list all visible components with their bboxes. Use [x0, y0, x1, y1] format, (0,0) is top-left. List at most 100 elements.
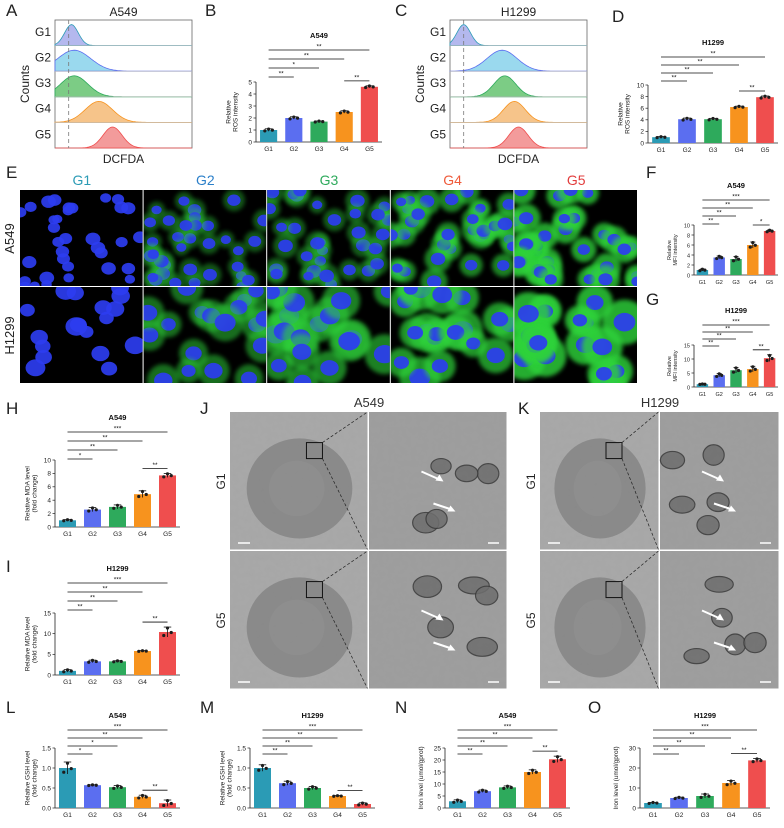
x-tick-label: G3: [709, 147, 718, 154]
y-tick-label: 0: [687, 273, 690, 279]
tem-zoom-guide: [621, 597, 659, 689]
significance-label: **: [285, 740, 291, 747]
cell-nucleus: [466, 214, 479, 225]
arrow-head: [728, 505, 736, 512]
data-point: [753, 367, 757, 371]
cell-nucleus: [517, 304, 539, 323]
cell-nucleus: [111, 194, 125, 205]
data-point: [731, 259, 736, 263]
cell-nucleus: [293, 190, 307, 197]
x-tick-label: G3: [308, 812, 317, 819]
cell-nucleus: [278, 239, 293, 253]
x-tick-label: G1: [63, 531, 72, 538]
bar-G3: [304, 788, 321, 808]
data-point: [733, 781, 737, 785]
histogram-row-label: G2: [430, 50, 446, 64]
bar-G1: [644, 803, 662, 808]
y-tick-label: 4: [687, 253, 690, 259]
histogram-xlabel: DCFDA: [103, 152, 144, 166]
bar-G1: [652, 137, 670, 143]
cell-nucleus: [143, 327, 159, 343]
cell-nucleus: [248, 287, 264, 298]
x-tick-label: G4: [138, 812, 147, 819]
y-tick-label: 3: [248, 103, 252, 110]
cell-nucleus: [35, 350, 52, 365]
bar-chart-B: A549 0 1 2 3 4 5 RelativeROS intensity G1 G2 G3 G4 G…: [225, 31, 382, 153]
cell-nucleus: [411, 208, 425, 220]
arrow-shaft: [421, 609, 440, 620]
bar-G1: [260, 130, 278, 142]
cell-nucleus: [519, 212, 534, 225]
x-tick-label: G5: [163, 531, 172, 538]
y-tick-label: 0.5: [42, 785, 51, 792]
arrow-shaft: [701, 470, 721, 481]
confocal-column-label: G2: [196, 172, 215, 188]
y-tick-label: 2: [687, 263, 690, 269]
cell-nucleus: [519, 238, 534, 251]
significance-label: **: [725, 326, 731, 333]
cell-nucleus: [349, 208, 362, 219]
data-point: [62, 670, 66, 674]
data-point: [731, 370, 736, 374]
data-point: [289, 781, 293, 786]
x-tick-label: G2: [283, 812, 292, 819]
significance-label: *: [79, 453, 82, 460]
x-tick-label: G4: [333, 812, 342, 819]
cell-nucleus: [231, 261, 244, 272]
cell-nucleus: [248, 235, 262, 247]
bar-G5: [354, 804, 371, 808]
bar-G5: [159, 475, 176, 527]
data-point: [140, 793, 145, 798]
significance-label: **: [152, 784, 158, 791]
cell-nucleus: [144, 217, 156, 228]
panel-letter: K: [518, 399, 530, 418]
significance-label: **: [689, 732, 695, 739]
chart-title: H1299: [694, 711, 716, 720]
cell-nucleus: [613, 312, 636, 332]
cell-nucleus: [55, 245, 70, 258]
x-tick-label: G2: [88, 531, 97, 538]
significance-label: **: [152, 462, 158, 469]
y-tick-label: 0: [632, 805, 636, 812]
bar-G2: [670, 798, 688, 808]
data-point: [115, 503, 120, 507]
confocal-tile: [390, 287, 514, 383]
cell-nucleus: [631, 276, 638, 286]
bar-chart-F: A549 0 2 4 6 8 10 RelativeMFI intensity G1 G2 G3 G4…: [667, 181, 778, 286]
cell-nucleus: [257, 214, 267, 227]
mitochondrion: [474, 585, 499, 606]
cell-nucleus: [151, 205, 162, 215]
data-point: [119, 659, 123, 664]
histogram-row-label: G5: [430, 127, 446, 141]
data-point: [751, 365, 755, 369]
x-tick-label: G5: [365, 146, 374, 153]
bar-G1: [59, 520, 76, 527]
panel-letter: N: [395, 698, 407, 717]
cell-nucleus: [22, 256, 37, 269]
significance-label: **: [492, 732, 498, 739]
x-tick-label: G1: [657, 147, 666, 154]
x-tick-label: G2: [88, 812, 97, 819]
data-point: [137, 649, 141, 653]
data-point: [263, 129, 267, 133]
data-point: [703, 382, 707, 386]
x-tick-label: G1: [258, 812, 267, 819]
histogram-peak: [54, 24, 192, 46]
cell-nucleus: [403, 287, 418, 295]
arrow-head: [447, 505, 456, 512]
x-tick-label: G4: [749, 392, 756, 398]
arrow-shaft: [433, 641, 452, 650]
y-tick-label: 15: [434, 769, 442, 776]
y-tick-label: 1.0: [237, 765, 246, 772]
mitochondrion: [683, 647, 710, 665]
cell-nucleus: [598, 273, 613, 286]
cell-nucleus: [242, 274, 255, 286]
histogram-row-label: G2: [35, 50, 51, 64]
tem-nucleus: [268, 599, 325, 656]
cell-nucleus: [154, 372, 173, 383]
confocal-tile: [390, 190, 514, 286]
histogram-peak: [450, 126, 587, 149]
data-point: [137, 494, 141, 499]
cell-nucleus: [368, 242, 383, 255]
